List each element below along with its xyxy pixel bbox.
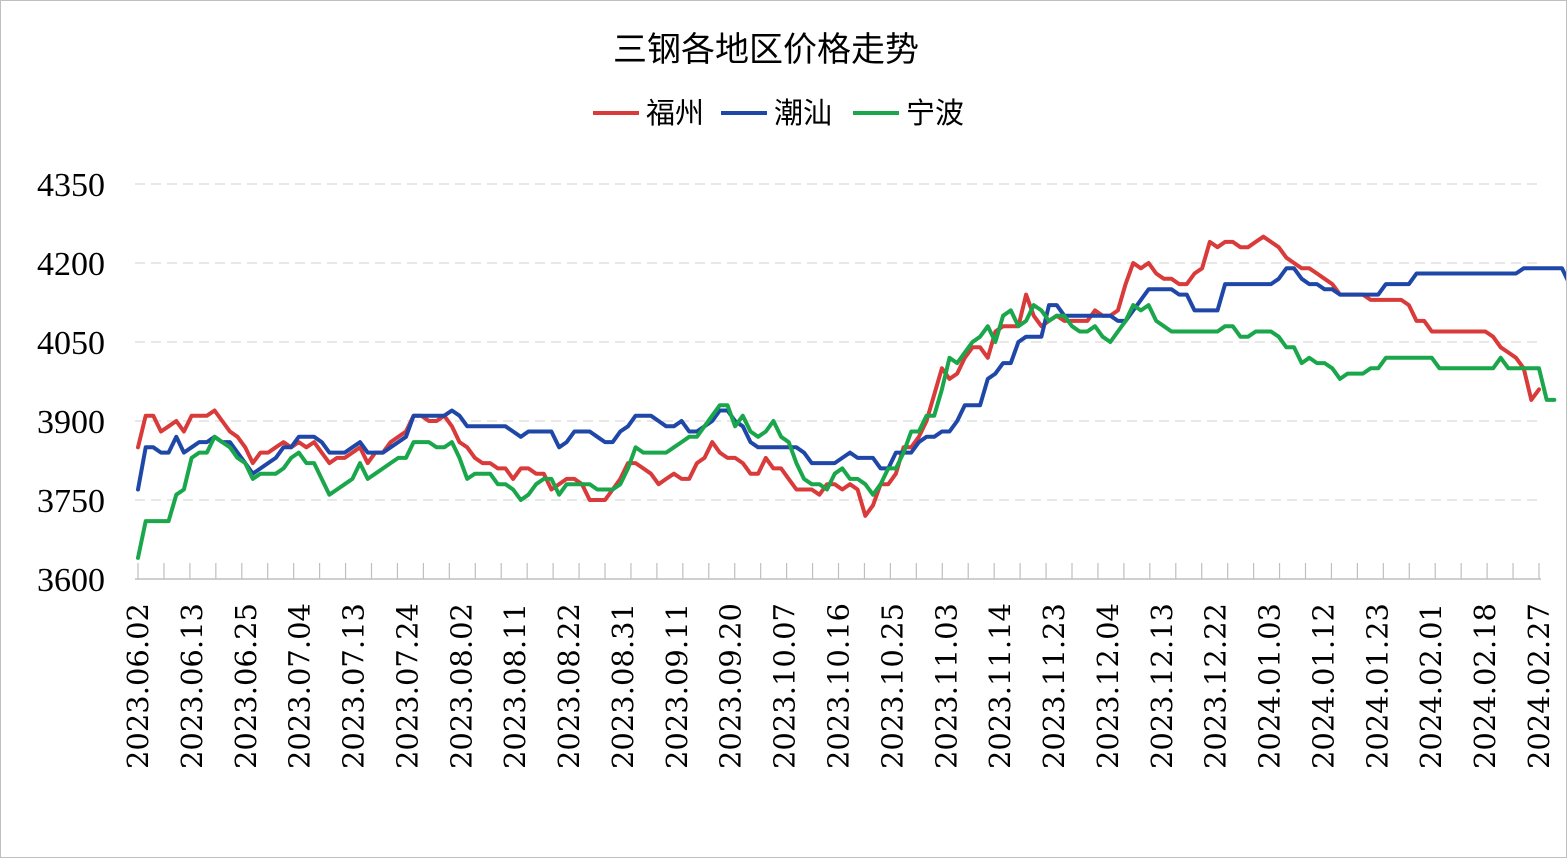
legend-label-2: 潮汕 xyxy=(774,96,832,130)
x-tick-label: 2024.02.27 xyxy=(1522,603,1556,769)
x-tick-label: 2023.08.11 xyxy=(498,603,532,769)
x-tick-label: 2023.08.22 xyxy=(552,603,586,769)
series-line-2 xyxy=(136,266,1566,492)
x-tick-label: 2024.02.01 xyxy=(1414,603,1448,769)
x-tick-label: 2024.01.23 xyxy=(1360,603,1394,769)
chart-title: 三钢各地区价格走势 xyxy=(613,30,919,70)
gridlines xyxy=(135,183,1541,501)
x-tick-label: 2023.10.25 xyxy=(875,603,909,769)
x-tick-label: 2023.12.22 xyxy=(1199,603,1233,769)
x-tick-label: 2024.02.18 xyxy=(1468,603,1502,769)
legend-label-1: 福州 xyxy=(646,96,704,130)
y-tick-label: 4200 xyxy=(37,246,105,283)
x-tick-label: 2023.11.03 xyxy=(929,603,963,769)
y-tick-label: 3900 xyxy=(37,404,105,441)
x-tick-label: 2023.10.07 xyxy=(768,603,802,769)
x-tick-label: 2023.09.11 xyxy=(660,603,694,769)
y-tick-label: 3600 xyxy=(37,562,105,599)
x-tick-label: 2024.01.03 xyxy=(1253,603,1287,769)
x-tick-label: 2023.11.14 xyxy=(983,603,1017,769)
x-tick-label: 2023.06.13 xyxy=(175,603,209,769)
x-tick-label: 2023.07.13 xyxy=(337,603,371,769)
x-tick-label: 2023.07.24 xyxy=(390,603,424,769)
series-line-1 xyxy=(136,234,1541,518)
x-tick-label: 2023.12.13 xyxy=(1145,603,1179,769)
x-tick-label: 2023.09.20 xyxy=(714,603,748,769)
x-tick-label: 2023.08.31 xyxy=(606,603,640,769)
axes: 3600 3750 3900 4050 4200 4350 2023.06.02 2023.0… xyxy=(37,167,1556,769)
x-tick-label: 2024.01.12 xyxy=(1306,603,1340,769)
series-line-3 xyxy=(136,303,1557,560)
legend: 福州 潮汕 宁波 xyxy=(593,96,964,130)
series-lines xyxy=(136,234,1566,560)
y-tick-label: 4350 xyxy=(37,167,105,204)
y-tick-label: 3750 xyxy=(37,483,105,520)
x-tick-label: 2023.06.25 xyxy=(229,603,263,769)
x-tick-label: 2023.06.02 xyxy=(121,603,155,769)
x-tick-label: 2023.12.04 xyxy=(1091,603,1125,769)
legend-label-3: 宁波 xyxy=(906,96,964,130)
y-tick-label: 4050 xyxy=(37,325,105,362)
x-tick-label: 2023.08.02 xyxy=(444,603,478,769)
x-tick-label: 2023.11.23 xyxy=(1037,603,1071,769)
x-tick-label: 2023.07.04 xyxy=(283,603,317,769)
x-tick-label: 2023.10.16 xyxy=(822,603,856,769)
